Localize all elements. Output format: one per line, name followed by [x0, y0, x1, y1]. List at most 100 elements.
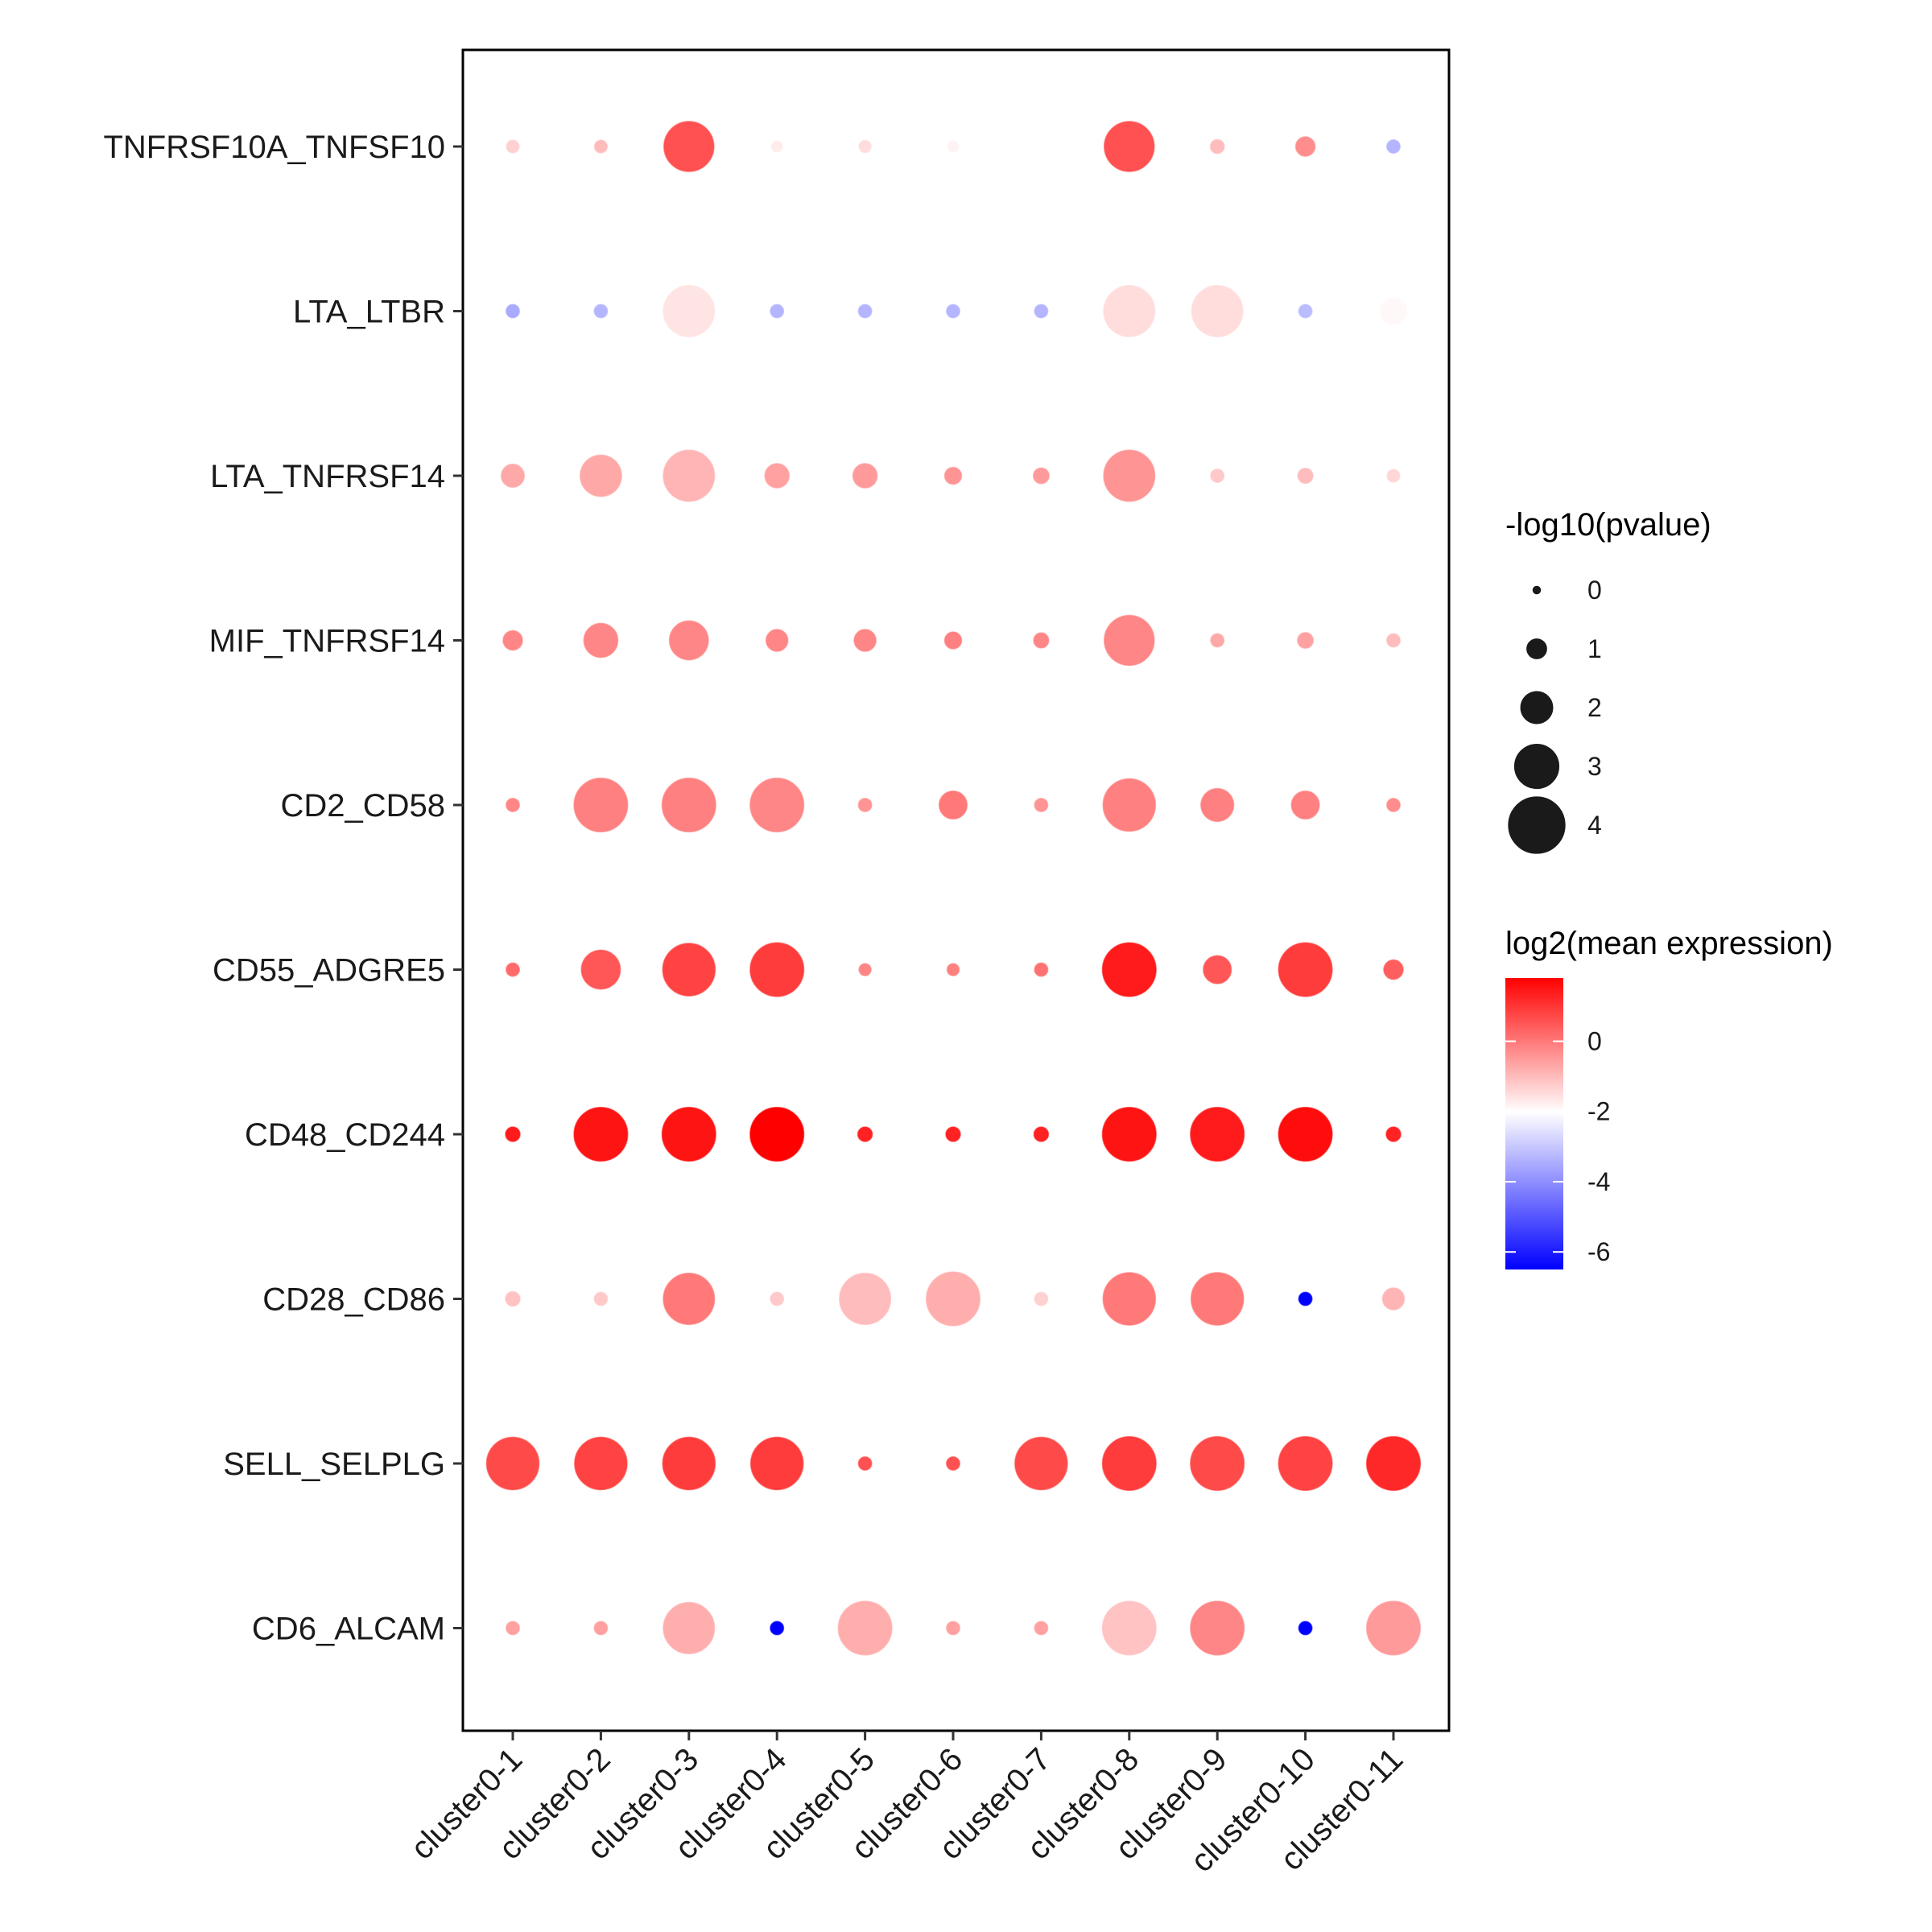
data-point [662, 943, 716, 997]
data-point [593, 303, 609, 319]
y-axis: TNFRSF10A_TNFSF10 LTA_LTBR LTA_TNFRSF14 MIF… [103, 130, 463, 1647]
data-point [579, 454, 622, 497]
data-point [839, 1272, 892, 1326]
data-point [1190, 1600, 1245, 1656]
data-point [1298, 1291, 1313, 1307]
data-point [574, 1436, 628, 1491]
color-bar [1505, 978, 1563, 1269]
data-point [1297, 631, 1315, 650]
data-point [1103, 121, 1155, 172]
data-point [1190, 1435, 1245, 1492]
data-point [1035, 140, 1047, 153]
data-point [1101, 942, 1157, 997]
data-point [1365, 1600, 1422, 1656]
data-point [663, 1272, 716, 1326]
x-axis: cluster0-1cluster0-2cluster0-3cluster0-4… [404, 1731, 1410, 1879]
color-legend-title: log2(mean expression) [1505, 926, 1833, 961]
data-point [505, 962, 521, 977]
data-point [770, 1620, 785, 1636]
data-point [857, 1455, 873, 1472]
y-tick-label: TNFRSF10A_TNFSF10 [103, 130, 445, 165]
data-point [1379, 297, 1408, 325]
data-point [1297, 467, 1314, 485]
data-point [1103, 449, 1156, 502]
data-point [663, 1601, 716, 1655]
data-point [857, 1126, 873, 1142]
size-legend-label: 4 [1587, 811, 1602, 840]
color-legend-label: -4 [1587, 1167, 1610, 1196]
data-point [749, 1436, 804, 1491]
data-point [1290, 790, 1320, 820]
size-legend-label: 3 [1587, 752, 1602, 781]
data-point [1034, 962, 1049, 977]
data-point [1102, 778, 1157, 832]
data-point [1386, 469, 1401, 483]
data-point [668, 620, 709, 661]
size-legend-title: -log10(pvalue) [1505, 507, 1711, 543]
data-point [573, 1106, 629, 1162]
data-point [1210, 468, 1225, 484]
data-point [764, 463, 791, 489]
y-tick-label: LTA_LTBR [293, 295, 445, 330]
data-point [858, 963, 872, 976]
data-point [1294, 136, 1316, 157]
data-point [749, 1106, 805, 1162]
data-point [1385, 138, 1402, 155]
data-point [1365, 1435, 1422, 1492]
data-point [1383, 959, 1404, 980]
data-point [1014, 1436, 1068, 1491]
data-point [505, 1620, 521, 1636]
size-legend-dot [1525, 637, 1549, 661]
data-point [1102, 1272, 1157, 1326]
data-point [1191, 284, 1244, 338]
data-point [853, 629, 877, 652]
y-tick-label: CD2_CD58 [280, 788, 445, 824]
data-point [661, 777, 716, 833]
data-point [749, 942, 805, 997]
data-point [857, 797, 873, 813]
data-point [765, 629, 789, 652]
size-legend-dot [1531, 584, 1542, 596]
color-legend-label: 0 [1587, 1027, 1602, 1056]
data-point [938, 790, 968, 820]
data-point [1034, 797, 1049, 813]
data-point [837, 1600, 893, 1656]
data-point [663, 284, 716, 338]
data-point [945, 303, 961, 319]
data-point [925, 1271, 981, 1327]
data-point [749, 777, 805, 833]
data-point [1032, 467, 1050, 485]
data-point [1298, 1620, 1313, 1636]
data-point [583, 622, 619, 658]
data-point [1190, 1106, 1245, 1162]
data-point [505, 797, 521, 813]
data-point [1278, 1106, 1333, 1162]
size-legend-label: 0 [1587, 576, 1602, 605]
size-legend-dot [1513, 742, 1561, 791]
data-point [1209, 138, 1225, 155]
data-point [1034, 1620, 1049, 1636]
data-point [1210, 633, 1225, 648]
y-tick-label: SELL_SELPLG [223, 1447, 445, 1482]
data-point [1103, 284, 1156, 338]
data-point [943, 631, 963, 650]
data-point [661, 1106, 716, 1162]
data-point [1278, 1435, 1333, 1492]
y-tick-label: MIF_TNFRSF14 [209, 624, 445, 659]
data-point [485, 1436, 540, 1491]
y-tick-label: LTA_TNFRSF14 [210, 459, 445, 494]
color-legend-label: -2 [1587, 1097, 1610, 1126]
data-point [593, 1291, 609, 1307]
data-point [662, 1436, 716, 1491]
data-point [573, 777, 629, 833]
data-point [945, 1620, 961, 1636]
data-point [663, 121, 715, 172]
data-point [852, 463, 878, 489]
data-point [858, 139, 872, 154]
data-point [1101, 1600, 1157, 1656]
data-point [505, 303, 521, 319]
dot-layer [485, 121, 1422, 1656]
y-tick-label: CD6_ALCAM [252, 1612, 445, 1647]
data-point [663, 449, 716, 502]
